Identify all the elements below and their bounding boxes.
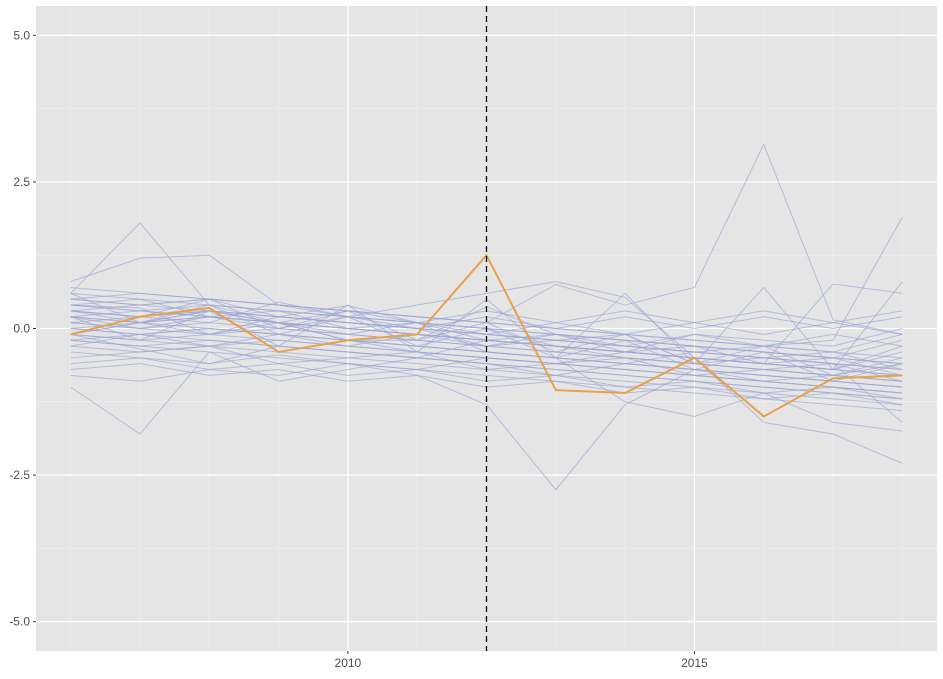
y-tick-label: 0.0 [13, 322, 30, 336]
line-chart: -5.0 -2.5 0.0 2.5 5.0 2010 2015 [0, 0, 943, 679]
x-tick-label: 2010 [335, 656, 362, 670]
y-tick-label: 2.5 [13, 175, 30, 189]
y-tick-label: -2.5 [9, 468, 30, 482]
y-tick-label: 5.0 [13, 28, 30, 42]
chart-container: -5.0 -2.5 0.0 2.5 5.0 2010 2015 [0, 0, 943, 679]
y-tick-label: -5.0 [9, 615, 30, 629]
x-tick-label: 2015 [681, 656, 708, 670]
